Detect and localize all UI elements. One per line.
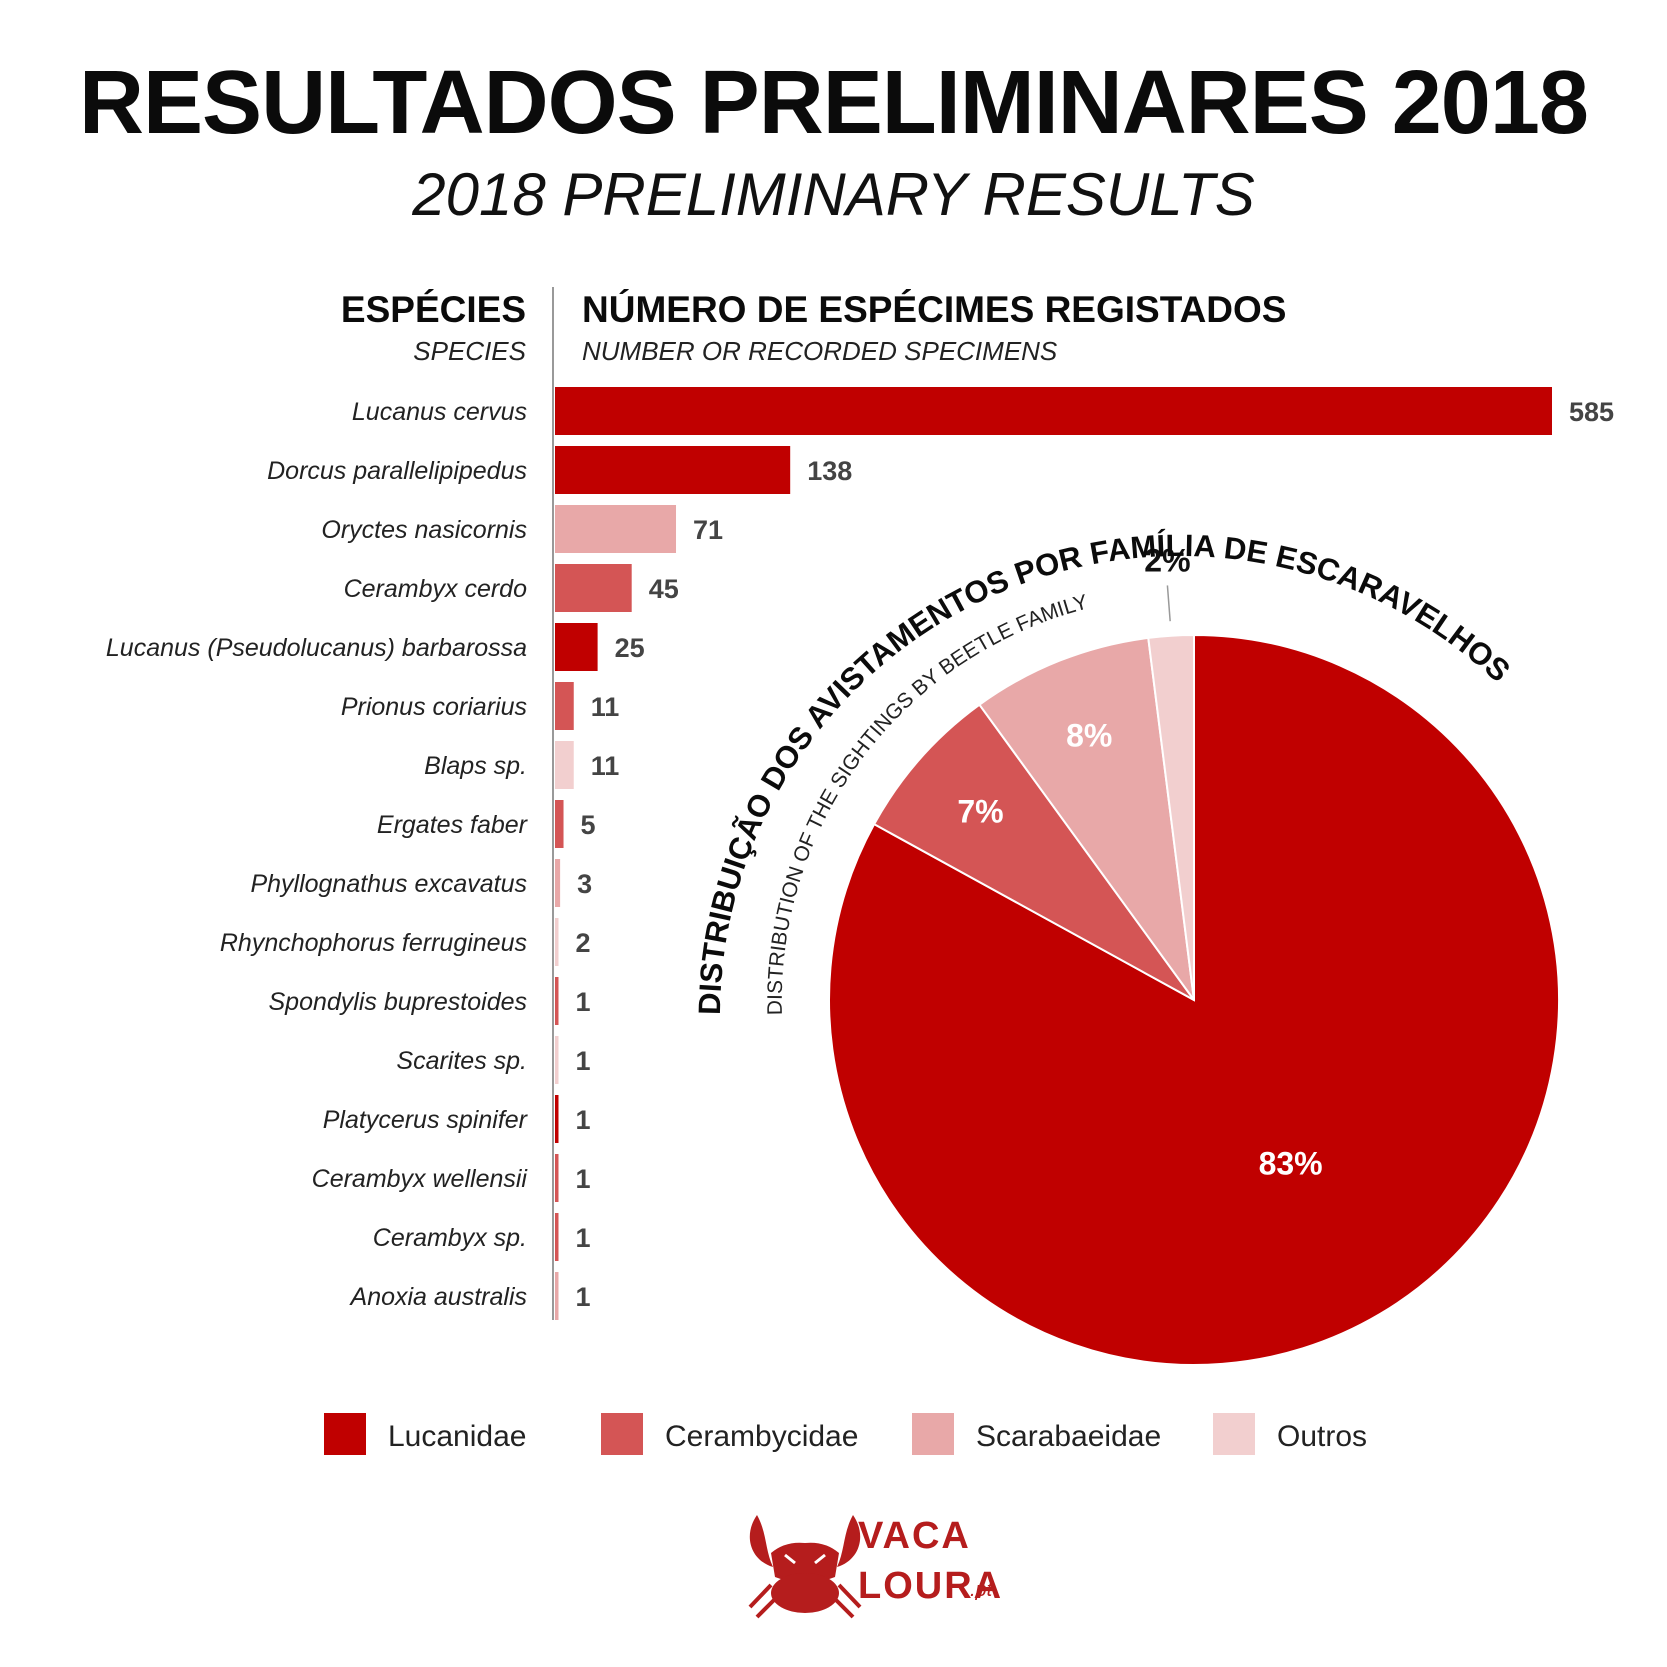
species-label: Oryctes nasicornis [321,516,527,544]
pie-slice [872,703,1195,1001]
bar-value-label: 1 [576,1105,591,1135]
page-title: RESULTADOS PRELIMINARES 2018 [79,53,1589,153]
bar-value-label: 71 [693,515,723,545]
species-label: Cerambyx cerdo [344,575,527,603]
pie-slice-label: 83% [1259,1145,1323,1181]
pie-slice-label: 8% [1066,717,1112,753]
species-label: Lucanus (Pseudolucanus) barbarossa [106,634,527,662]
bar [555,564,632,612]
bar [555,387,1552,435]
logo-text-line1: VACA [858,1515,971,1557]
bar-value-label: 25 [615,633,645,663]
bar [555,623,598,671]
pie-slice [1147,633,1195,1001]
bar-chart: Lucanus cervus 585 Dorcus parallelipipedus… [106,387,1614,1320]
species-label: Lucanus cervus [352,398,527,426]
species-label: Prionus coriarius [341,693,527,721]
page-subtitle: 2018 PRELIMINARY RESULTS [412,161,1255,228]
bar [555,1272,559,1320]
bar-value-label: 585 [1569,397,1614,427]
bar-value-label: 1 [576,1223,591,1253]
bar [555,800,564,848]
species-label: Dorcus parallelipipedus [267,457,527,485]
species-label: Spondylis buprestoides [269,988,528,1016]
bar-value-label: 2 [576,928,591,958]
legend-label: Lucanidae [388,1420,526,1453]
bar-value-label: 1 [576,1046,591,1076]
bar [555,741,574,789]
pie-slice-label: 7% [957,794,1003,830]
legend: Lucanidae Cerambycidae Scarabaeidae Outros [324,1413,1367,1455]
bar [555,1036,559,1084]
species-label: Phyllognathus excavatus [250,870,527,898]
bar [555,859,561,907]
pie-slice-label: 2% [1144,542,1190,578]
legend-swatch [912,1413,954,1455]
bar [555,977,559,1025]
bar [555,682,574,730]
species-label: Anoxia australis [349,1283,527,1311]
bar-value-label: 1 [576,1282,591,1312]
bar-value-label: 11 [591,751,620,781]
logo-text-line2: LOURA [858,1565,1003,1607]
bar [555,505,677,553]
species-label: Scarites sp. [396,1047,527,1075]
pie-chart: 83% 7% 8% 2% [828,542,1560,1366]
species-label: Platycerus spinifer [323,1106,529,1134]
bar-value-label: 1 [576,987,591,1017]
bar [555,918,559,966]
bar [555,1154,559,1202]
bar [555,446,791,494]
bar [555,1213,559,1261]
species-label: Cerambyx sp. [373,1224,527,1252]
species-header-en: SPECIES [413,336,526,366]
legend-swatch [601,1413,643,1455]
bar-value-label: 3 [577,869,592,899]
pie-slice [978,636,1195,1001]
legend-label: Cerambycidae [665,1420,858,1453]
stag-beetle-icon [748,1515,862,1619]
species-label: Rhynchophorus ferrugineus [220,929,527,957]
species-header: ESPÉCIES [341,289,526,330]
count-header-en: NUMBER OR RECORDED SPECIMENS [582,336,1058,366]
bar-value-label: 1 [576,1164,591,1194]
bar-value-label: 11 [591,692,620,722]
legend-label: Scarabaeidae [976,1420,1161,1453]
bar-value-label: 138 [807,456,852,486]
species-label: Cerambyx wellensii [312,1165,529,1193]
legend-label: Outros [1277,1420,1367,1453]
pie-leader-line [1166,585,1171,622]
vaca-loura-logo: VACA LOURA .pt [748,1515,1003,1619]
species-label: Ergates faber [377,811,529,839]
legend-swatch [324,1413,366,1455]
bar [555,1095,559,1143]
bar-value-label: 45 [649,574,679,604]
legend-swatch [1213,1413,1255,1455]
bar-value-label: 5 [581,810,596,840]
count-header: NÚMERO DE ESPÉCIMES REGISTADOS [582,288,1286,330]
species-label: Blaps sp. [424,752,527,780]
logo-suffix: .pt [970,1579,994,1601]
